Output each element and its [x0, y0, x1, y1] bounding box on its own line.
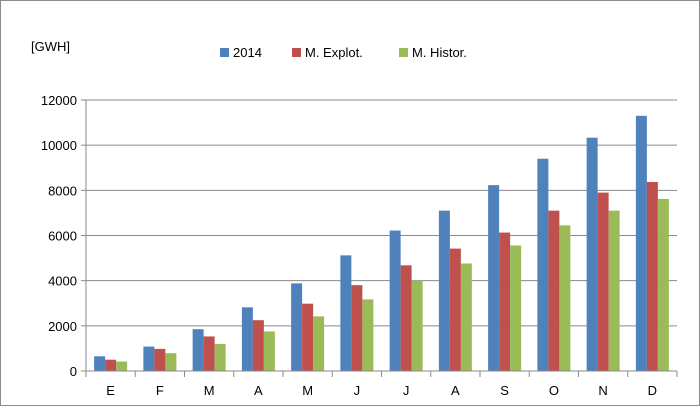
bar-m-explot-3 [252, 320, 264, 371]
bar-2014-3 [241, 307, 253, 371]
bar-m-histor-6 [411, 280, 423, 371]
x-tick-label: D [648, 383, 657, 398]
legend-swatch-m-histor [399, 48, 408, 57]
bar-m-histor-0 [116, 361, 128, 371]
bar-m-explot-1 [154, 348, 166, 371]
bar-2014-6 [389, 230, 401, 371]
legend-swatch-m-explot [292, 48, 301, 57]
bar-m-histor-10 [608, 210, 620, 371]
y-tick-label: 0 [70, 364, 77, 379]
bar-2014-9 [537, 158, 549, 371]
x-tick-label: E [106, 383, 115, 398]
bar-m-explot-9 [548, 210, 560, 371]
y-unit-label: [GWH] [31, 39, 70, 54]
bar-m-histor-11 [657, 198, 669, 371]
y-tick-label: 8000 [48, 183, 77, 198]
y-tick-label: 12000 [41, 93, 77, 108]
bar-m-explot-7 [449, 248, 461, 371]
x-tick-label: M [204, 383, 215, 398]
bar-m-histor-8 [510, 245, 522, 371]
bar-m-explot-10 [597, 192, 609, 371]
x-tick-label: F [156, 383, 164, 398]
x-tick-label: J [354, 383, 361, 398]
x-tick-label: J [403, 383, 410, 398]
legend: 2014 M. Explot. M. Histor. [220, 45, 467, 60]
gridlines [86, 99, 677, 327]
x-tick-label: A [451, 383, 460, 398]
x-tick-label: N [598, 383, 607, 398]
y-axis: 0 2000 4000 6000 8000 10000 12000 [41, 93, 87, 379]
bar-m-histor-3 [263, 331, 275, 371]
y-tick-label: 10000 [41, 138, 77, 153]
bar-m-explot-4 [302, 303, 314, 371]
bar-m-explot-6 [400, 265, 412, 371]
bar-2014-7 [438, 210, 450, 371]
bar-m-explot-0 [105, 359, 117, 371]
bar-2014-0 [94, 356, 106, 371]
y-tick-label: 2000 [48, 319, 77, 334]
y-tick-label: 4000 [48, 274, 77, 289]
x-tick-label: A [254, 383, 263, 398]
bar-2014-5 [340, 255, 352, 371]
bar-m-explot-5 [351, 285, 363, 371]
x-tick-label: S [500, 383, 509, 398]
y-tick-label: 6000 [48, 229, 77, 244]
bar-m-histor-4 [313, 316, 325, 371]
bar-2014-4 [291, 283, 303, 371]
bar-2014-11 [635, 115, 647, 371]
bar-2014-2 [192, 329, 204, 371]
bar-m-histor-1 [165, 353, 177, 371]
bar-2014-1 [143, 346, 155, 371]
legend-swatch-2014 [220, 48, 229, 57]
bar-2014-8 [488, 185, 500, 371]
legend-label-m-explot: M. Explot. [305, 45, 363, 60]
legend-label-m-histor: M. Histor. [412, 45, 467, 60]
bars [94, 115, 669, 371]
x-tick-label: O [549, 383, 559, 398]
bar-m-histor-9 [559, 225, 571, 371]
bar-m-histor-5 [362, 299, 374, 371]
bar-2014-10 [586, 137, 598, 371]
bar-m-histor-2 [214, 343, 226, 371]
bar-m-histor-7 [460, 263, 472, 371]
bar-m-explot-8 [499, 232, 511, 371]
bar-m-explot-2 [203, 336, 215, 371]
legend-label-2014: 2014 [233, 45, 262, 60]
x-tick-label: M [302, 383, 313, 398]
bar-m-explot-11 [646, 181, 658, 371]
